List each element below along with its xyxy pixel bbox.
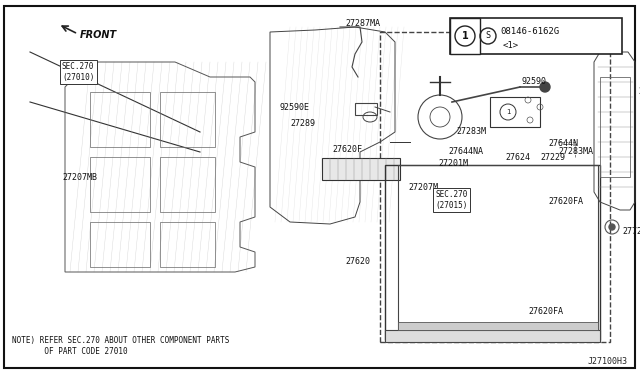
- Text: 27201M: 27201M: [438, 160, 468, 169]
- Circle shape: [540, 82, 550, 92]
- Text: 27611M: 27611M: [638, 87, 640, 96]
- Text: 27723N: 27723N: [622, 228, 640, 237]
- Bar: [355, 103, 377, 115]
- Text: 1: 1: [461, 31, 468, 41]
- Text: J27100H3: J27100H3: [588, 357, 628, 366]
- Bar: [398, 165, 598, 330]
- Text: 27287MA: 27287MA: [345, 19, 380, 29]
- Text: <1>: <1>: [503, 42, 519, 51]
- Text: 27620FA: 27620FA: [528, 308, 563, 317]
- Text: S: S: [486, 32, 490, 41]
- Text: 08146-6162G: 08146-6162G: [500, 28, 559, 36]
- Text: 27644NA: 27644NA: [448, 148, 483, 157]
- Text: 27620: 27620: [345, 257, 370, 266]
- Bar: [160, 157, 215, 212]
- Bar: [322, 158, 400, 180]
- Bar: [385, 165, 600, 340]
- Text: 27289: 27289: [290, 119, 315, 128]
- Text: 92590E: 92590E: [280, 103, 310, 112]
- Text: 27620FA: 27620FA: [548, 198, 583, 206]
- Text: 27207MB: 27207MB: [62, 173, 97, 182]
- Bar: [600, 77, 630, 177]
- Bar: [380, 32, 610, 342]
- Text: 1: 1: [506, 109, 510, 115]
- Bar: [160, 222, 215, 267]
- Text: SEC.270
(27015): SEC.270 (27015): [435, 190, 467, 210]
- Text: FRONT: FRONT: [80, 30, 117, 40]
- Text: 27620F: 27620F: [332, 145, 362, 154]
- Bar: [90, 92, 150, 147]
- Text: 27283M: 27283M: [456, 128, 486, 137]
- Bar: [450, 18, 622, 54]
- Text: SEC.270
(27010): SEC.270 (27010): [62, 62, 94, 82]
- Bar: [398, 322, 598, 330]
- Bar: [90, 222, 150, 267]
- Bar: [490, 97, 540, 127]
- Bar: [450, 18, 480, 54]
- Text: 27283MA: 27283MA: [558, 148, 593, 157]
- Bar: [385, 330, 600, 342]
- Bar: [90, 157, 150, 212]
- Text: 27207M: 27207M: [408, 183, 438, 192]
- Text: 92590: 92590: [522, 77, 547, 87]
- Text: 27229: 27229: [540, 154, 565, 163]
- Circle shape: [609, 224, 615, 230]
- Text: 27624: 27624: [505, 154, 530, 163]
- Text: 27644N: 27644N: [548, 140, 578, 148]
- Text: NOTE) REFER SEC.270 ABOUT OTHER COMPONENT PARTS
       OF PART CODE 27010: NOTE) REFER SEC.270 ABOUT OTHER COMPONEN…: [12, 336, 229, 356]
- Bar: [160, 92, 215, 147]
